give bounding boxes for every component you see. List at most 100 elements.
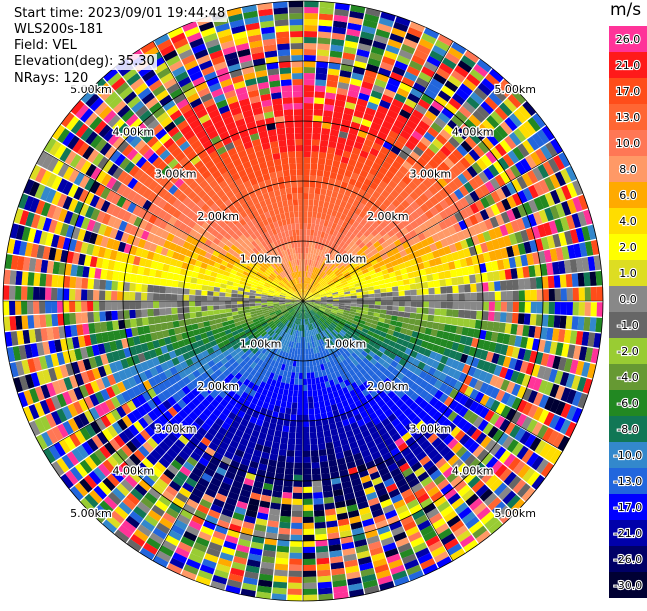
velocity-cell (323, 394, 329, 401)
velocity-cell (295, 217, 299, 223)
velocity-cell (87, 312, 94, 323)
velocity-cell (445, 278, 452, 286)
velocity-cell (280, 510, 291, 517)
velocity-cell (167, 322, 174, 329)
velocity-cell (375, 293, 381, 297)
velocity-cell (476, 283, 483, 292)
velocity-cell (99, 311, 106, 321)
velocity-cell (311, 157, 318, 164)
velocity-cell (518, 279, 525, 290)
velocity-cell (303, 217, 307, 223)
velocity-cell (324, 165, 331, 172)
velocity-cell (277, 394, 283, 401)
velocity-cell (280, 516, 291, 523)
velocity-cell (196, 317, 203, 323)
velocity-cell (312, 212, 317, 219)
velocity-cell (196, 284, 203, 290)
velocity-cell (295, 445, 302, 451)
velocity-cell (213, 310, 219, 315)
velocity-cell (320, 461, 329, 468)
velocity-cell (117, 291, 123, 300)
velocity-cell (33, 301, 39, 314)
velocity-cell (231, 301, 237, 304)
velocity-cell (293, 360, 297, 366)
velocity-cell (171, 294, 177, 300)
velocity-cell (136, 275, 143, 284)
velocity-cell (304, 115, 313, 121)
velocity-cell (585, 287, 591, 301)
velocity-cell (288, 438, 295, 445)
velocity-cell (311, 378, 316, 384)
velocity-cell (289, 553, 301, 559)
velocity-cell (135, 292, 141, 300)
velocity-cell (392, 286, 399, 291)
velocity-cell (289, 211, 294, 217)
velocity-cell (314, 194, 320, 201)
velocity-cell (237, 294, 243, 298)
velocity-cell (141, 309, 148, 317)
velocity-cell (304, 175, 310, 181)
velocity-cell (489, 292, 495, 301)
velocity-cell (290, 547, 302, 553)
velocity-cell (323, 201, 329, 208)
velocity-cell (283, 103, 293, 110)
velocity-cell (500, 281, 507, 291)
velocity-cell (275, 19, 289, 26)
velocity-cell (375, 297, 381, 301)
velocity-cell (275, 558, 288, 565)
velocity-cell (303, 181, 309, 187)
velocity-cell (307, 385, 312, 391)
velocity-cell (363, 294, 369, 297)
velocity-cell (105, 311, 112, 321)
velocity-cell (318, 37, 331, 44)
velocity-cell (306, 355, 309, 361)
velocity-cell (319, 7, 333, 14)
velocity-cell (277, 43, 290, 50)
velocity-cell (297, 403, 302, 409)
velocity-cell (249, 304, 255, 307)
velocity-cell (111, 291, 117, 300)
velocity-cell (45, 314, 52, 327)
velocity-cell (293, 91, 303, 97)
velocity-cell (288, 390, 293, 397)
velocity-cell (289, 565, 302, 571)
velocity-cell (281, 194, 287, 201)
velocity-cell (203, 275, 210, 281)
velocity-cell (81, 278, 88, 289)
velocity-cell (303, 427, 309, 433)
velocity-cell (202, 285, 209, 291)
velocity-cell (303, 421, 309, 427)
velocity-cell (303, 361, 306, 367)
velocity-cell (566, 274, 573, 287)
velocity-cell (190, 283, 197, 289)
velocity-cell (319, 449, 327, 456)
velocity-cell (312, 480, 321, 487)
velocity-cell (301, 259, 303, 265)
velocity-cell (306, 241, 309, 247)
velocity-cell (284, 115, 293, 122)
velocity-cell (317, 206, 323, 213)
velocity-cell (487, 272, 494, 282)
velocity-cell (351, 296, 357, 299)
velocity-cell (308, 397, 313, 403)
velocity-cell (123, 282, 130, 291)
velocity-cell (422, 288, 428, 294)
velocity-cell (290, 25, 303, 31)
velocity-cell (275, 165, 282, 172)
velocity-cell (309, 420, 315, 426)
velocity-cell (289, 19, 303, 25)
velocity-cell (306, 361, 309, 367)
velocity-cell (237, 307, 243, 311)
velocity-cell (173, 274, 180, 281)
velocity-cell (308, 391, 313, 397)
velocity-cell (313, 486, 323, 493)
velocity-cell (303, 493, 313, 499)
velocity-cell (438, 272, 445, 280)
velocity-cell (297, 355, 300, 361)
velocity-cell (183, 288, 189, 294)
velocity-cell (93, 312, 100, 322)
velocity-cell (285, 408, 291, 415)
velocity-cell (417, 295, 423, 301)
velocity-cell (323, 491, 333, 498)
velocity-cell (161, 323, 168, 331)
